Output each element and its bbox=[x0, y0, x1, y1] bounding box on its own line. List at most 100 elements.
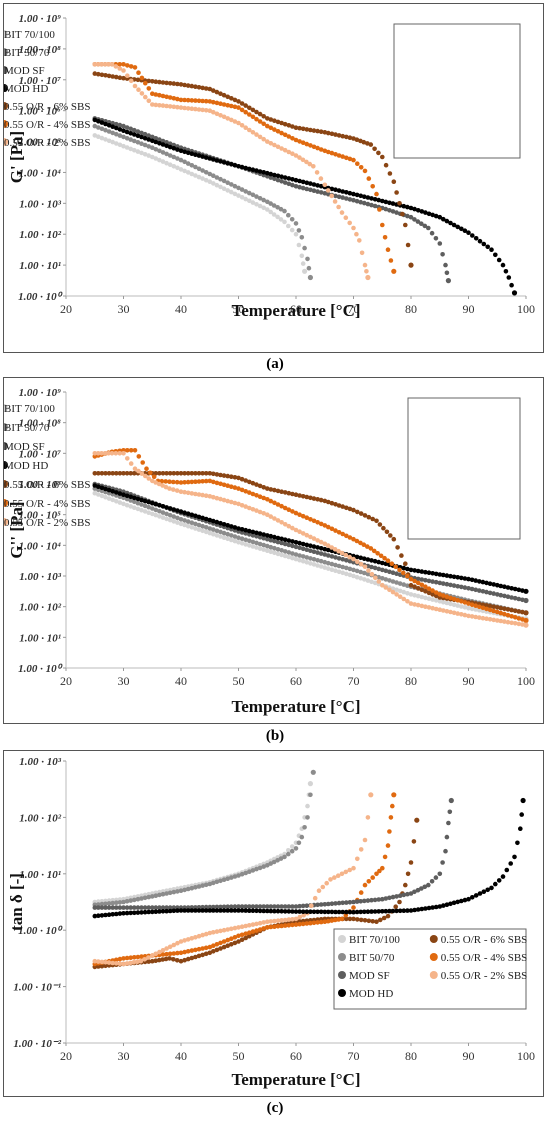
data-point bbox=[347, 900, 353, 905]
data-point bbox=[351, 905, 356, 910]
data-point bbox=[268, 141, 274, 146]
data-point bbox=[300, 179, 306, 185]
data-point bbox=[322, 182, 328, 188]
data-point bbox=[128, 905, 133, 910]
data-point bbox=[351, 157, 356, 163]
data-point bbox=[236, 939, 241, 944]
legend-marker bbox=[4, 499, 8, 507]
data-point bbox=[412, 584, 417, 589]
data-point bbox=[132, 505, 137, 510]
data-point bbox=[128, 146, 133, 152]
data-point bbox=[200, 952, 205, 958]
data-point bbox=[153, 958, 158, 963]
data-point bbox=[393, 904, 399, 909]
data-point bbox=[308, 920, 313, 926]
data-point bbox=[376, 559, 382, 565]
data-point bbox=[189, 948, 195, 953]
data-point bbox=[502, 593, 507, 599]
data-point bbox=[519, 812, 524, 817]
y-tick-label: 1.00 · 10⁷ bbox=[19, 75, 62, 87]
data-point bbox=[362, 909, 367, 915]
data-point bbox=[229, 942, 234, 947]
data-point bbox=[322, 498, 328, 504]
data-point bbox=[372, 909, 378, 914]
data-point bbox=[340, 195, 346, 200]
data-point bbox=[236, 873, 241, 878]
data-point bbox=[404, 573, 410, 579]
data-point bbox=[121, 128, 126, 133]
data-point bbox=[99, 901, 105, 907]
data-point bbox=[336, 194, 342, 200]
data-point bbox=[491, 608, 497, 614]
data-point bbox=[311, 144, 317, 150]
data-point bbox=[225, 904, 230, 909]
data-point bbox=[139, 134, 144, 140]
data-point bbox=[426, 605, 432, 610]
data-point bbox=[254, 530, 259, 536]
data-point bbox=[388, 815, 394, 820]
data-point bbox=[415, 568, 421, 574]
data-point bbox=[229, 189, 234, 195]
data-point bbox=[185, 479, 191, 485]
data-point bbox=[214, 904, 220, 910]
data-point bbox=[175, 471, 180, 476]
series-bit-70-100 bbox=[92, 133, 308, 274]
data-point bbox=[429, 879, 435, 884]
data-point bbox=[196, 479, 202, 484]
data-point bbox=[221, 535, 227, 540]
data-point bbox=[175, 96, 180, 102]
data-point bbox=[250, 107, 256, 113]
data-point bbox=[378, 917, 383, 923]
data-point bbox=[369, 909, 374, 914]
data-point bbox=[322, 546, 328, 552]
data-point bbox=[297, 178, 302, 184]
x-tick-label: 20 bbox=[60, 1049, 72, 1063]
data-point bbox=[462, 576, 468, 581]
data-point bbox=[135, 896, 141, 902]
data-point bbox=[370, 875, 376, 880]
data-point bbox=[106, 123, 112, 128]
data-point bbox=[279, 489, 284, 494]
data-point bbox=[196, 153, 202, 158]
data-point bbox=[366, 879, 372, 884]
data-point bbox=[293, 556, 299, 562]
data-point bbox=[236, 904, 241, 909]
data-point bbox=[268, 201, 274, 206]
data-point bbox=[207, 86, 213, 92]
data-point bbox=[290, 555, 295, 561]
data-point bbox=[498, 610, 504, 616]
data-point bbox=[394, 894, 399, 899]
data-point bbox=[99, 963, 105, 969]
data-point bbox=[286, 542, 292, 548]
data-point bbox=[114, 900, 119, 905]
data-point bbox=[239, 871, 245, 877]
data-point bbox=[380, 198, 385, 204]
data-point bbox=[92, 483, 98, 488]
data-point bbox=[157, 137, 162, 142]
data-point bbox=[462, 600, 468, 605]
data-point bbox=[491, 604, 497, 610]
data-point bbox=[336, 204, 341, 210]
data-point bbox=[142, 905, 148, 910]
data-point bbox=[117, 62, 122, 67]
data-point bbox=[221, 904, 227, 910]
data-point bbox=[185, 97, 191, 103]
data-point bbox=[117, 133, 123, 138]
data-point bbox=[254, 904, 259, 909]
data-point bbox=[387, 587, 392, 593]
data-point bbox=[509, 607, 514, 613]
data-point bbox=[290, 539, 295, 544]
data-point bbox=[232, 534, 238, 539]
data-point bbox=[153, 139, 159, 145]
data-point bbox=[175, 950, 180, 956]
data-point bbox=[254, 545, 259, 550]
data-point bbox=[203, 516, 209, 522]
data-point bbox=[286, 909, 292, 914]
y-axis-label: G'' [Pa] bbox=[7, 501, 26, 558]
data-point bbox=[315, 909, 320, 915]
data-point bbox=[193, 521, 198, 527]
data-point bbox=[221, 522, 227, 527]
data-point bbox=[354, 909, 360, 915]
data-point bbox=[437, 572, 443, 577]
data-point bbox=[318, 129, 324, 134]
